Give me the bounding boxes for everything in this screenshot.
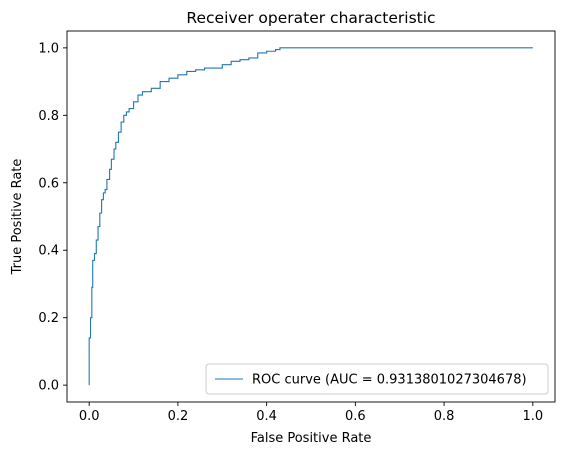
chart-title: Receiver operater characteristic	[186, 9, 435, 27]
x-tick-label: 0.0	[79, 409, 100, 424]
legend: ROC curve (AUC = 0.9313801027304678)	[205, 363, 549, 395]
y-tick-label: 0.6	[38, 176, 59, 191]
y-tick-label: 1.0	[38, 41, 59, 56]
x-tick-label: 0.4	[256, 409, 277, 424]
x-tick-label: 0.6	[345, 409, 366, 424]
axes-frame	[66, 30, 556, 403]
x-axis-ticks: 0.0 0.2 0.4 0.6 0.8 1.0	[79, 402, 543, 424]
y-tick-label: 0.0	[38, 379, 59, 394]
legend-label: ROC curve (AUC = 0.9313801027304678)	[252, 373, 527, 388]
legend-box	[205, 363, 549, 395]
x-tick-label: 1.0	[522, 409, 543, 424]
x-tick-label: 0.8	[434, 409, 455, 424]
y-tick-label: 0.4	[38, 244, 59, 259]
y-tick-label: 0.8	[38, 109, 59, 124]
x-axis-label: False Positive Rate	[251, 431, 372, 446]
series-line-0	[88, 47, 533, 386]
y-axis-label: True Positive Rate	[10, 159, 25, 276]
plot-area	[66, 30, 556, 403]
y-axis-ticks: 0.0 0.2 0.4 0.6 0.8 1.0	[38, 41, 67, 394]
y-tick-label: 0.2	[38, 311, 59, 326]
x-tick-label: 0.2	[168, 409, 189, 424]
